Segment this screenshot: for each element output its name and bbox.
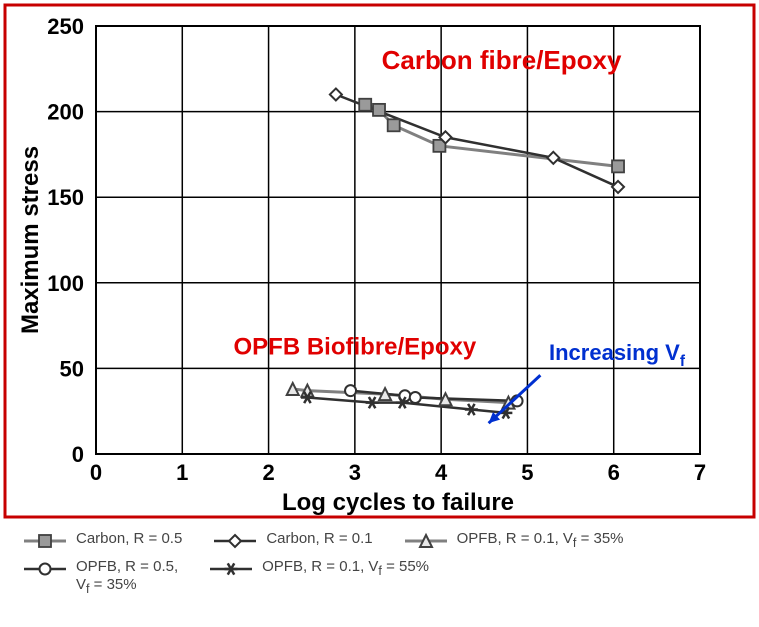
legend-label: Carbon, R = 0.1 <box>266 530 372 548</box>
y-tick-label: 100 <box>47 271 84 296</box>
legend-item-carbon_r05: Carbon, R = 0.5 <box>22 530 182 552</box>
x-tick-label: 1 <box>176 460 188 485</box>
legend-label: OPFB, R = 0.1, Vf = 35% <box>457 530 624 551</box>
legend-marker-icon <box>403 530 449 552</box>
chart-container: 0 1 2 3 4 5 6 7 0 50 100 150 200 250 Log cycles to fai… <box>0 0 759 627</box>
legend-item-opfb_r05_vf35: OPFB, R = 0.5,Vf = 35% <box>22 558 178 597</box>
legend-item-opfb_r01_vf55: OPFB, R = 0.1, Vf = 55% <box>208 558 429 580</box>
x-tick-label: 0 <box>90 460 102 485</box>
legend-item-carbon_r01: Carbon, R = 0.1 <box>212 530 372 552</box>
plot-area <box>96 26 700 454</box>
x-tick-label: 7 <box>694 460 706 485</box>
x-tick-label: 3 <box>349 460 361 485</box>
y-tick-label: 50 <box>60 356 84 381</box>
legend-row: Carbon, R = 0.5 Carbon, R = 0.1 OPFB, R = … <box>22 530 737 552</box>
x-tick-label: 6 <box>608 460 620 485</box>
legend-item-opfb_r01_vf35: OPFB, R = 0.1, Vf = 35% <box>403 530 624 552</box>
y-tick-label: 250 <box>47 14 84 39</box>
legend-label: OPFB, R = 0.1, Vf = 55% <box>262 558 429 579</box>
legend-label: Carbon, R = 0.5 <box>76 530 182 548</box>
annotation-text: OPFB Biofibre/Epoxy <box>234 334 477 361</box>
y-axis-label: Maximum stress <box>17 146 44 334</box>
legend: Carbon, R = 0.5 Carbon, R = 0.1 OPFB, R = … <box>22 530 737 603</box>
y-tick-label: 200 <box>47 100 84 125</box>
annotation-text: Carbon fibre/Epoxy <box>382 45 622 75</box>
y-tick-label: 0 <box>72 442 84 467</box>
legend-row: OPFB, R = 0.5,Vf = 35% OPFB, R = 0.1, Vf … <box>22 558 737 597</box>
sn-curve-chart: 0 1 2 3 4 5 6 7 0 50 100 150 200 250 Log cycles to fai… <box>0 0 759 520</box>
legend-marker-icon <box>212 530 258 552</box>
legend-marker-icon <box>208 558 254 580</box>
x-tick-label: 2 <box>262 460 274 485</box>
legend-label: OPFB, R = 0.5,Vf = 35% <box>76 558 178 597</box>
y-tick-label: 150 <box>47 185 84 210</box>
x-tick-label: 4 <box>435 460 448 485</box>
x-tick-label: 5 <box>521 460 533 485</box>
legend-marker-icon <box>22 530 68 552</box>
legend-marker-icon <box>22 558 68 580</box>
x-axis-label: Log cycles to failure <box>282 489 514 516</box>
